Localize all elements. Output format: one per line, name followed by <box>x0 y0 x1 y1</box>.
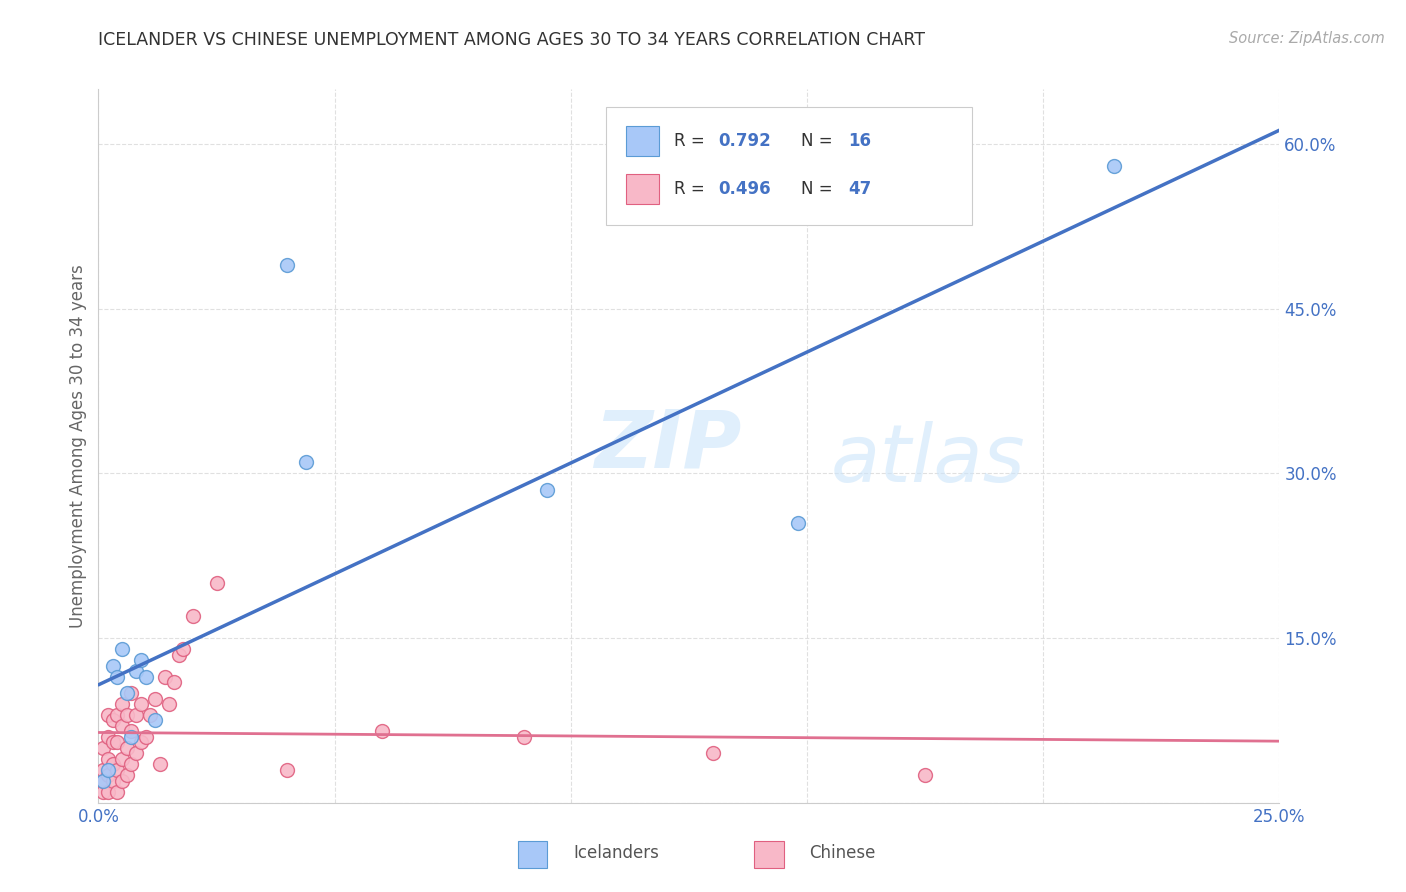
Point <box>129 735 152 749</box>
Point <box>167 648 190 662</box>
Point <box>276 763 298 777</box>
Point <box>121 724 143 739</box>
FancyBboxPatch shape <box>626 126 659 155</box>
Point <box>115 768 138 782</box>
Y-axis label: Unemployment Among Ages 30 to 34 years: Unemployment Among Ages 30 to 34 years <box>69 264 87 628</box>
Point <box>105 735 128 749</box>
Point <box>111 752 134 766</box>
FancyBboxPatch shape <box>517 841 547 869</box>
Point <box>101 658 124 673</box>
Text: Icelanders: Icelanders <box>574 844 659 862</box>
Point <box>121 730 143 744</box>
Text: atlas: atlas <box>831 421 1025 500</box>
Point <box>125 708 148 723</box>
Point <box>101 773 124 788</box>
Point <box>129 653 152 667</box>
Point <box>143 691 166 706</box>
Point <box>111 697 134 711</box>
Point <box>97 785 120 799</box>
Point <box>121 757 143 772</box>
Text: 0.496: 0.496 <box>718 180 770 198</box>
Point <box>163 675 186 690</box>
Point <box>115 686 138 700</box>
Point <box>371 724 394 739</box>
Point <box>111 719 134 733</box>
Text: Chinese: Chinese <box>810 844 876 862</box>
Point <box>157 697 180 711</box>
Point <box>101 757 124 772</box>
Point <box>135 730 157 744</box>
Text: N =: N = <box>801 132 838 150</box>
Text: Source: ZipAtlas.com: Source: ZipAtlas.com <box>1229 31 1385 46</box>
Point <box>536 483 558 497</box>
Point <box>153 669 176 683</box>
Point <box>91 763 114 777</box>
Point <box>105 708 128 723</box>
Point <box>91 785 114 799</box>
FancyBboxPatch shape <box>626 174 659 204</box>
Point <box>149 757 172 772</box>
Point <box>276 258 298 272</box>
Point <box>105 785 128 799</box>
Point <box>97 730 120 744</box>
Point <box>914 768 936 782</box>
Point <box>105 763 128 777</box>
Point <box>91 773 114 788</box>
Text: R =: R = <box>673 180 710 198</box>
Point <box>135 669 157 683</box>
Point <box>121 686 143 700</box>
Point <box>97 752 120 766</box>
Point <box>129 697 152 711</box>
Text: ICELANDER VS CHINESE UNEMPLOYMENT AMONG AGES 30 TO 34 YEARS CORRELATION CHART: ICELANDER VS CHINESE UNEMPLOYMENT AMONG … <box>98 31 925 49</box>
Point <box>97 763 120 777</box>
Point <box>1102 159 1125 173</box>
Point <box>101 714 124 728</box>
FancyBboxPatch shape <box>754 841 783 869</box>
Point <box>143 714 166 728</box>
Point <box>512 730 534 744</box>
Point <box>101 735 124 749</box>
Point <box>115 708 138 723</box>
Point <box>91 773 114 788</box>
Point <box>172 642 194 657</box>
Point <box>97 708 120 723</box>
Point <box>181 609 204 624</box>
Text: 16: 16 <box>848 132 872 150</box>
Point <box>295 455 318 469</box>
FancyBboxPatch shape <box>606 107 973 225</box>
Point <box>125 747 148 761</box>
Point <box>111 773 134 788</box>
Text: N =: N = <box>801 180 838 198</box>
Point <box>91 740 114 755</box>
Text: R =: R = <box>673 132 710 150</box>
Point <box>205 576 228 591</box>
Point <box>115 740 138 755</box>
Text: ZIP: ZIP <box>595 407 742 485</box>
Text: 0.792: 0.792 <box>718 132 772 150</box>
Point <box>139 708 162 723</box>
Point <box>702 747 724 761</box>
Point <box>111 642 134 657</box>
Point <box>105 669 128 683</box>
Point <box>786 516 808 530</box>
Text: 47: 47 <box>848 180 872 198</box>
Point <box>97 768 120 782</box>
Point <box>125 664 148 678</box>
